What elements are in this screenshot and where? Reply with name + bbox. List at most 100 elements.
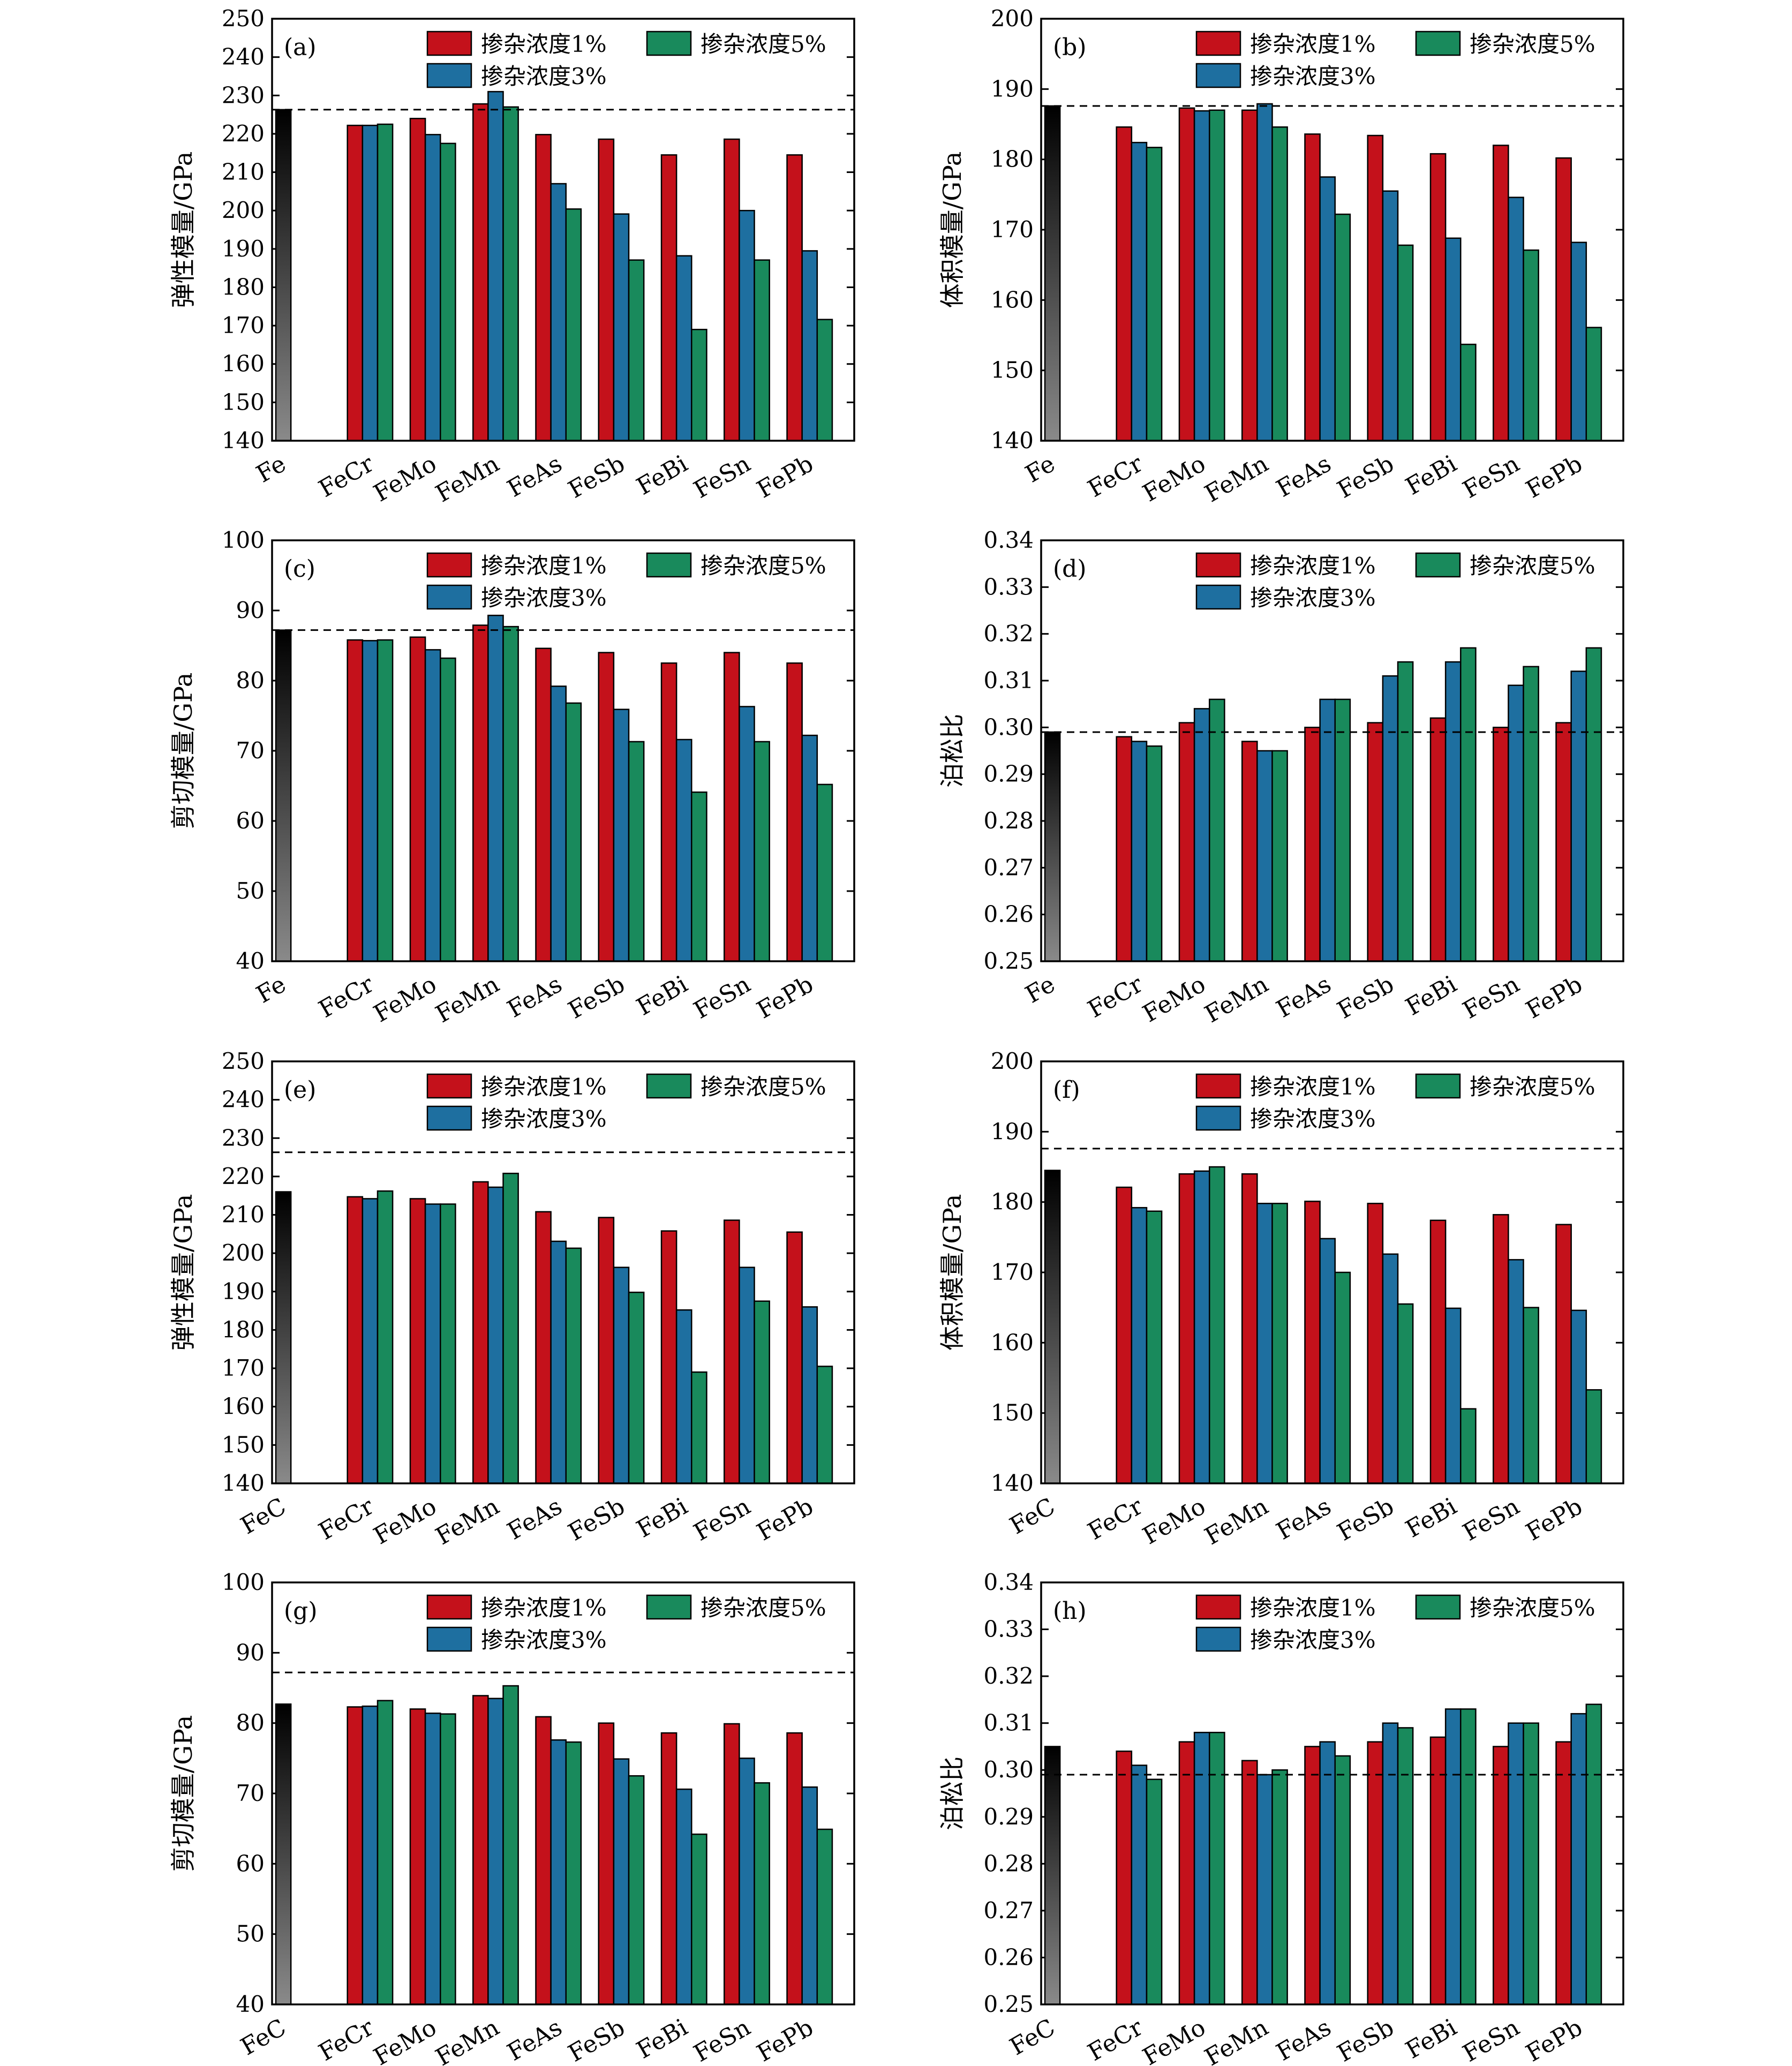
plot-frame xyxy=(271,1060,855,1484)
bar xyxy=(786,662,803,962)
panel-label: (h) xyxy=(1053,1597,1087,1625)
bar xyxy=(1131,1207,1148,1484)
category-label: FePb xyxy=(752,970,818,1024)
bar xyxy=(613,1266,630,1484)
bar xyxy=(440,142,456,442)
bar xyxy=(550,1240,567,1484)
category-label: FeC xyxy=(236,1492,291,1540)
legend-label: 掺杂浓度1% xyxy=(481,31,607,57)
bar xyxy=(1131,741,1148,962)
bar xyxy=(801,1306,818,1484)
y-tick-label: 60 xyxy=(236,808,265,834)
category-label: FeSn xyxy=(689,2014,755,2066)
bar xyxy=(1382,1722,1399,2005)
legend-label: 掺杂浓度5% xyxy=(701,1074,826,1100)
bar xyxy=(1570,242,1587,442)
plot-frame xyxy=(1040,1060,1624,1484)
y-tick-label: 140 xyxy=(222,1470,265,1496)
y-tick-label: 190 xyxy=(222,236,265,262)
reference-bar xyxy=(275,1703,292,2005)
bar xyxy=(1523,1307,1539,1484)
panel-label: (b) xyxy=(1053,34,1087,61)
bar xyxy=(377,123,394,442)
bar xyxy=(440,1203,456,1484)
y-tick-label: 0.30 xyxy=(983,1756,1034,1783)
category-label: FeBi xyxy=(1401,970,1462,1021)
bar xyxy=(472,1181,489,1484)
bar xyxy=(1493,727,1509,962)
legend-label: 掺杂浓度5% xyxy=(1470,1595,1595,1621)
bar xyxy=(487,1186,504,1484)
bar xyxy=(1493,1746,1509,2005)
category-label: FeMn xyxy=(1200,450,1273,508)
bar xyxy=(816,1366,833,1484)
bar xyxy=(1116,126,1133,442)
y-tick-label: 210 xyxy=(222,1202,265,1228)
bar xyxy=(1178,1173,1195,1484)
y-tick-label: 250 xyxy=(222,5,265,32)
bar xyxy=(628,1292,645,1484)
category-label: FePb xyxy=(1522,970,1587,1024)
category-label: FeCr xyxy=(314,970,379,1023)
bar xyxy=(1570,670,1587,962)
category-label: FeSb xyxy=(564,1492,630,1546)
bar xyxy=(1193,1170,1210,1484)
category-label: FeMn xyxy=(431,970,504,1028)
category-label: FeMo xyxy=(369,1492,441,1550)
legend-label: 掺杂浓度1% xyxy=(481,553,607,579)
bar xyxy=(754,741,770,962)
category-label: FeSb xyxy=(564,450,630,503)
bar xyxy=(739,1266,755,1484)
category-label: FeAs xyxy=(503,1492,567,1545)
bar xyxy=(487,91,504,442)
bar xyxy=(409,1198,426,1484)
y-axis-title: 剪切模量/GPa xyxy=(169,673,198,830)
bar xyxy=(1429,153,1447,442)
bar xyxy=(675,1309,692,1484)
bar xyxy=(675,1788,692,2005)
y-tick-label: 240 xyxy=(222,1087,265,1113)
legend-label: 掺杂浓度1% xyxy=(481,1074,607,1100)
bar xyxy=(754,1782,770,2005)
legend-label: 掺杂浓度1% xyxy=(1250,553,1376,579)
y-tick-label: 170 xyxy=(222,1355,265,1381)
category-label: FeC xyxy=(236,2014,291,2061)
bar xyxy=(487,1698,504,2005)
category-label: FePb xyxy=(752,2014,818,2066)
category-label: FeBi xyxy=(1401,2014,1462,2064)
legend-swatch xyxy=(426,552,472,578)
category-label: FeMo xyxy=(1138,2014,1210,2066)
bar xyxy=(1570,1309,1587,1484)
category-label: FeMn xyxy=(431,450,504,508)
bar xyxy=(1304,1746,1321,2005)
bar xyxy=(1334,213,1351,442)
bar xyxy=(1178,722,1195,962)
bar xyxy=(1585,1389,1602,1484)
y-axis-title: 弹性模量/GPa xyxy=(169,1194,198,1351)
bar xyxy=(691,329,707,442)
chart-panel: 140 150 160 170 180 190 200 FeC FeCrFeMoFeMnFeAs… xyxy=(938,1048,1624,1550)
y-tick-label: 170 xyxy=(222,312,265,338)
legend-label: 掺杂浓度3% xyxy=(481,585,607,611)
bar xyxy=(487,614,504,962)
bar xyxy=(660,1230,677,1484)
legend-swatch xyxy=(1195,31,1241,56)
legend-label: 掺杂浓度3% xyxy=(481,1627,607,1653)
bar xyxy=(1256,750,1273,962)
bar xyxy=(598,1722,615,2005)
bar xyxy=(424,649,441,962)
bar xyxy=(362,1198,379,1484)
legend-swatch xyxy=(1195,1073,1241,1099)
bar xyxy=(502,625,519,962)
bar xyxy=(1444,237,1462,442)
bar xyxy=(598,1217,615,1484)
category-label: FeBi xyxy=(1401,450,1462,500)
bar xyxy=(1271,1203,1288,1484)
bar xyxy=(1319,1741,1336,2005)
y-axis-title: 体积模量/GPa xyxy=(938,1194,967,1351)
y-tick-label: 180 xyxy=(991,1189,1034,1215)
y-tick-label: 90 xyxy=(236,1639,265,1665)
y-tick-label: 0.28 xyxy=(983,1850,1034,1876)
bar xyxy=(409,118,426,442)
